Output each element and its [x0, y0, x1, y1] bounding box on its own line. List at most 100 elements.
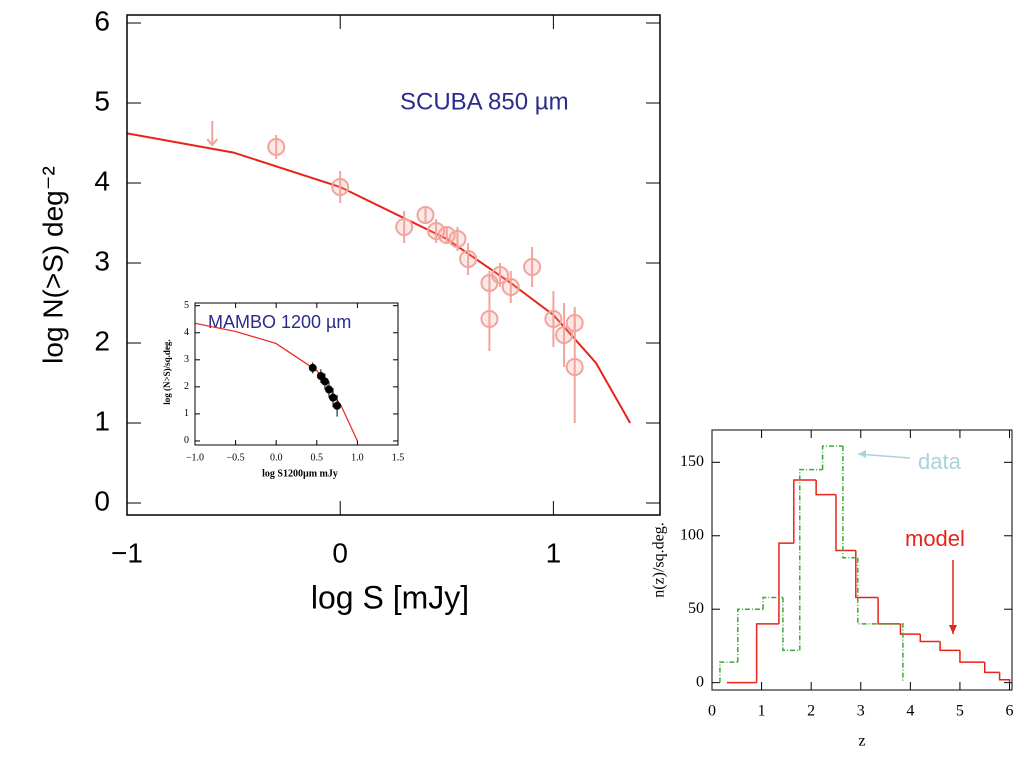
y-tick-label: 5 — [94, 85, 110, 116]
y-tick-label: 100 — [680, 526, 704, 543]
chart-histogram: 0 1 2 3 4 5 6 0 50 100 150 z n(z)/sq.deg. model data — [651, 410, 1024, 768]
upper-limit — [206, 121, 219, 147]
histogram-step — [755, 623, 779, 683]
x-tick-label: 2 — [807, 703, 815, 720]
plot-area — [719, 445, 1011, 684]
x-tick-label: 1.0 — [351, 452, 364, 463]
data-point — [523, 258, 542, 276]
data-point — [459, 250, 478, 268]
data-point — [308, 363, 317, 372]
y-tick-label: 1 — [94, 405, 110, 436]
model-curve — [194, 322, 358, 442]
x-tick-label: 4 — [906, 703, 914, 720]
chart-title: MAMBO 1200 µm — [208, 312, 351, 332]
x-tick-label: 0.5 — [311, 452, 324, 463]
annotation: data — [918, 449, 962, 474]
histogram-step — [762, 596, 783, 610]
histogram-step — [939, 641, 960, 652]
data-point — [395, 218, 414, 236]
plot-frame — [126, 14, 661, 516]
x-tick-label: 0.0 — [270, 452, 283, 463]
y-tick-label: 2 — [94, 325, 110, 356]
y-axis-label: log (N>S)/sq.deg. — [162, 339, 172, 404]
data-point — [267, 138, 286, 156]
x-tick-label: 1 — [758, 703, 766, 720]
histogram-step — [899, 623, 921, 635]
data-point — [501, 278, 520, 296]
arrow-head — [949, 625, 957, 634]
histogram-step — [919, 634, 941, 643]
plot-area — [126, 121, 632, 424]
y-tick-label: 0 — [94, 485, 110, 516]
x-axis-label: log S [mJy] — [311, 579, 469, 615]
x-tick-label: −1 — [111, 537, 143, 568]
chart-scatter: −1.0 −0.5 0.0 0.5 1.0 1.5 0 1 2 3 4 5 log S1200µm mJ… — [162, 300, 404, 480]
plot-frame — [711, 429, 1013, 691]
data-point — [555, 326, 574, 344]
data-point — [333, 401, 342, 410]
data-point — [320, 377, 329, 386]
y-tick-label: 0 — [696, 673, 704, 690]
histogram-step — [799, 468, 823, 651]
x-axis-label: z — [858, 733, 865, 750]
histogram-step — [842, 446, 858, 559]
histogram-step — [815, 479, 836, 496]
x-tick-label: 5 — [956, 703, 964, 720]
data-point — [437, 226, 456, 244]
y-axis-label: n(z)/sq.deg. — [651, 522, 668, 598]
histogram-step — [719, 661, 738, 683]
arrow-head — [858, 450, 866, 458]
histogram-step — [793, 479, 817, 544]
x-tick-label: 0 — [332, 537, 348, 568]
histogram-step — [737, 608, 764, 663]
data-point — [331, 178, 350, 196]
annotation-arrow — [857, 453, 911, 459]
data-point — [416, 206, 435, 224]
histogram-step — [983, 662, 1000, 674]
x-tick-label: 1 — [546, 537, 562, 568]
model-curve — [126, 132, 632, 424]
x-tick-label: 6 — [1006, 703, 1014, 720]
histogram-step — [998, 672, 1011, 683]
annotation: model — [905, 526, 965, 551]
data-point — [448, 230, 467, 248]
data-point — [544, 310, 563, 328]
data-point — [316, 372, 325, 381]
x-axis-label: log S1200µm mJy — [262, 468, 338, 479]
y-tick-label: 50 — [688, 600, 704, 617]
y-tick-label: 1 — [184, 408, 189, 419]
histogram-step — [855, 550, 879, 599]
data-point — [565, 358, 584, 376]
x-tick-label: 3 — [857, 703, 865, 720]
data-point — [480, 310, 499, 328]
x-tick-label: 1.5 — [392, 452, 405, 463]
data-point — [565, 314, 584, 332]
y-tick-label: 6 — [94, 5, 110, 36]
y-tick-label: 3 — [94, 245, 110, 276]
data-point — [427, 222, 446, 240]
chart-title: SCUBA 850 µm — [400, 88, 569, 115]
histogram-step — [782, 597, 800, 652]
y-tick-label: 4 — [184, 327, 189, 338]
histogram-step — [959, 650, 985, 663]
x-tick-label: −0.5 — [227, 452, 245, 463]
histogram-step — [821, 445, 843, 470]
data-point — [491, 266, 510, 284]
data-point — [329, 393, 338, 402]
y-axis-label: log N(>S) deg⁻² — [37, 166, 68, 364]
x-tick-label: −1.0 — [186, 452, 204, 463]
plot-frame — [194, 302, 399, 446]
histogram-step — [857, 557, 904, 683]
data-point — [324, 385, 333, 394]
plot-area — [194, 322, 358, 442]
y-tick-label: 150 — [680, 453, 704, 470]
histogram-step — [835, 494, 856, 552]
y-tick-label: 3 — [184, 354, 189, 365]
y-tick-label: 4 — [94, 165, 110, 196]
x-tick-label: 0 — [708, 703, 716, 720]
chart-background — [190, 300, 402, 480]
y-tick-label: 2 — [184, 381, 189, 392]
y-tick-label: 5 — [184, 300, 189, 311]
